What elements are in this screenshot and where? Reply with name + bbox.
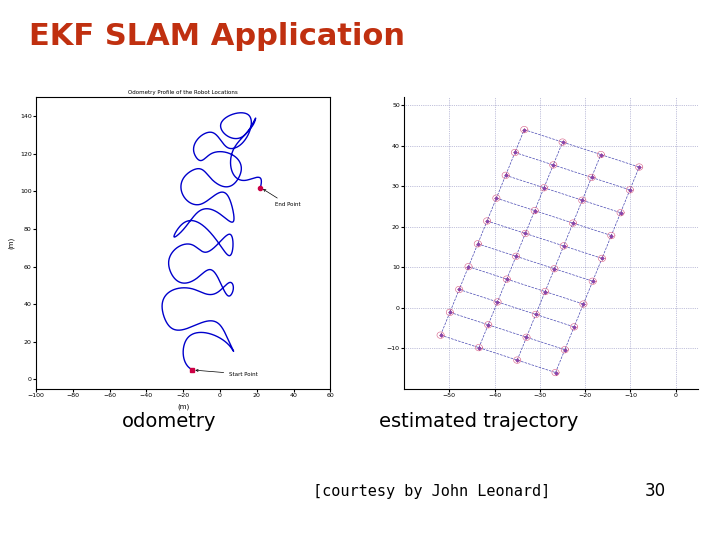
- Text: odometry: odometry: [122, 411, 217, 431]
- Title: Odometry Profile of the Robot Locations: Odometry Profile of the Robot Locations: [128, 90, 238, 96]
- Text: estimated trajectory: estimated trajectory: [379, 411, 578, 431]
- Text: 30: 30: [644, 482, 666, 501]
- Text: Start Point: Start Point: [196, 369, 258, 376]
- Text: EKF SLAM Application: EKF SLAM Application: [29, 22, 405, 51]
- Text: End Point: End Point: [264, 190, 301, 207]
- X-axis label: (m): (m): [177, 403, 189, 410]
- Y-axis label: (m): (m): [8, 237, 14, 249]
- Text: [courtesy by John Leonard]: [courtesy by John Leonard]: [313, 484, 551, 499]
